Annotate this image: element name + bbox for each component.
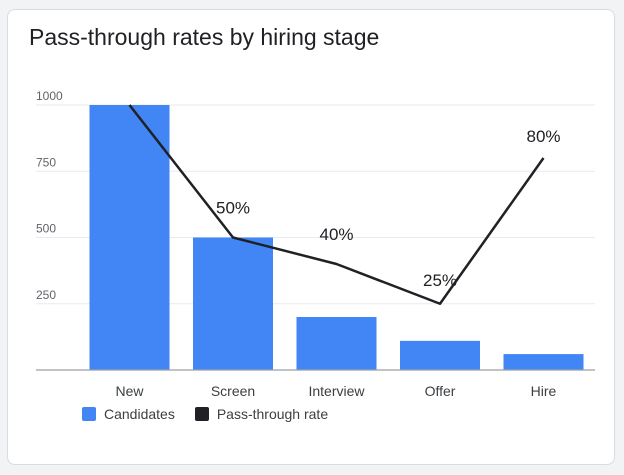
legend-swatch-candidates (82, 407, 96, 421)
rate-label-screen: 50% (216, 199, 250, 218)
rate-label-offer: 25% (423, 271, 457, 290)
x-tick-label-offer: Offer (425, 383, 456, 399)
rate-label-interview: 40% (319, 225, 353, 244)
chart-title: Pass-through rates by hiring stage (29, 24, 380, 50)
chart-legend: Candidates Pass-through rate (82, 406, 348, 422)
x-tick-label-interview: Interview (308, 383, 365, 399)
y-tick-label-250: 250 (36, 288, 56, 302)
bar-new (89, 105, 170, 370)
legend-label-pass-through-rate: Pass-through rate (216, 406, 329, 422)
rate-line (128, 104, 545, 305)
y-tick-label-1000: 1000 (36, 89, 63, 103)
x-tick-label-screen: Screen (211, 383, 255, 399)
x-tick-label-hire: Hire (531, 383, 557, 399)
bar-interview (296, 317, 377, 370)
y-tick-label-750: 750 (36, 155, 56, 169)
x-tick-label-new: New (115, 383, 144, 399)
legend-item-candidates[interactable]: Candidates (82, 406, 175, 422)
bar-offer (400, 340, 480, 370)
legend-item-pass-through-rate[interactable]: Pass-through rate (194, 406, 329, 422)
legend-label-candidates: Candidates (104, 406, 175, 422)
bar-hire (503, 354, 584, 370)
bar-screen (193, 237, 273, 370)
y-tick-label-500: 500 (36, 222, 56, 236)
rate-label-hire: 80% (526, 127, 560, 146)
legend-swatch-pass-through-rate (194, 407, 209, 421)
